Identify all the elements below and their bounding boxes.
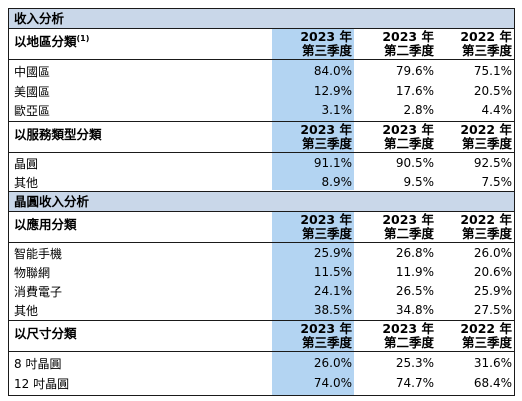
table-row: 其他 38.5% 34.8% 27.5% <box>8 301 515 319</box>
cell-value: 25.9% <box>313 246 352 260</box>
cell-value: 11.5% <box>313 265 352 279</box>
table-row: 其他 8.9% 9.5% 7.5% <box>8 173 515 191</box>
table-row: 物聯網 11.5% 11.9% 20.6% <box>8 263 515 281</box>
table-row: 美國區 12.9% 17.6% 20.5% <box>8 82 515 100</box>
size-header-label: 以尺寸分類 <box>14 326 77 341</box>
table-row: 中國區 84.0% 79.6% 75.1% <box>8 62 515 80</box>
cell-value: 68.4% <box>473 376 512 390</box>
table-row: 歐亞區 3.1% 2.8% 4.4% <box>8 101 515 119</box>
row-label: 其他 <box>14 304 39 318</box>
cell-value: 2.8% <box>403 103 435 117</box>
row-label: 智能手機 <box>14 247 63 261</box>
row-label: 其他 <box>14 176 39 190</box>
section-wafer-revenue-analysis: 晶圓收入分析 <box>8 191 515 211</box>
cell-value: 7.5% <box>481 175 513 189</box>
geo-header-row: 以地區分類(1) 2023 年第三季度 2023 年第二季度 2022 年第三季… <box>8 28 515 60</box>
cell-value: 90.5% <box>395 156 434 170</box>
col-2022-q3: 2022 年第三季度 <box>460 212 512 241</box>
cell-value: 26.0% <box>473 246 512 260</box>
cell-value: 8.9% <box>321 175 353 189</box>
row-label: 美國區 <box>14 85 51 99</box>
cell-value: 31.6% <box>473 356 512 370</box>
table-row: 消費電子 24.1% 26.5% 25.9% <box>8 282 515 300</box>
col-2023-q3: 2023 年第三季度 <box>300 29 352 58</box>
table-row: 智能手機 25.9% 26.8% 26.0% <box>8 244 515 262</box>
cell-value: 4.4% <box>481 103 513 117</box>
cell-value: 26.5% <box>395 284 434 298</box>
size-header-row: 以尺寸分類 2023 年第三季度 2023 年第二季度 2022 年第三季度 <box>8 320 515 352</box>
row-label: 中國區 <box>14 65 51 79</box>
col-2023-q3: 2023 年第三季度 <box>300 122 352 151</box>
table-row: 8 吋晶圓 26.0% 25.3% 31.6% <box>8 354 515 372</box>
cell-value: 91.1% <box>313 156 352 170</box>
cell-value: 27.5% <box>473 303 512 317</box>
cell-value: 84.0% <box>313 64 352 78</box>
cell-value: 24.1% <box>313 284 352 298</box>
cell-value: 20.5% <box>473 84 512 98</box>
cell-value: 38.5% <box>313 303 352 317</box>
col-2022-q3: 2022 年第三季度 <box>460 122 512 151</box>
cell-value: 12.9% <box>313 84 352 98</box>
cell-value: 17.6% <box>395 84 434 98</box>
cell-value: 74.7% <box>395 376 434 390</box>
row-label: 消費電子 <box>14 285 63 299</box>
cell-value: 34.8% <box>395 303 434 317</box>
table-row: 晶圓 91.1% 90.5% 92.5% <box>8 154 515 172</box>
col-2023-q2: 2023 年第二季度 <box>382 212 434 241</box>
cell-value: 79.6% <box>395 64 434 78</box>
cell-value: 75.1% <box>473 64 512 78</box>
highlight-column-geo <box>272 28 354 128</box>
cell-value: 92.5% <box>473 156 512 170</box>
table-row: 12 吋晶圓 74.0% 74.7% 68.4% <box>8 374 515 392</box>
service-header-row: 以服務類型分類 2023 年第三季度 2023 年第二季度 2022 年第三季度 <box>8 121 515 153</box>
section-revenue-analysis: 收入分析 <box>8 8 515 28</box>
application-header-row: 以應用分類 2023 年第三季度 2023 年第二季度 2022 年第三季度 <box>8 211 515 243</box>
service-header-label: 以服務類型分類 <box>14 127 102 142</box>
col-2022-q3: 2022 年第三季度 <box>460 321 512 350</box>
cell-value: 25.3% <box>395 356 434 370</box>
row-label: 12 吋晶圓 <box>14 377 70 391</box>
cell-value: 20.6% <box>473 265 512 279</box>
highlight-column-wafer <box>272 210 354 396</box>
col-2023-q2: 2023 年第二季度 <box>382 321 434 350</box>
cell-value: 74.0% <box>313 376 352 390</box>
highlight-column-service <box>272 128 354 190</box>
row-label: 8 吋晶圓 <box>14 357 62 371</box>
geo-header-label: 以地區分類(1) <box>14 33 90 49</box>
row-label: 歐亞區 <box>14 104 51 118</box>
col-2023-q2: 2023 年第二季度 <box>382 122 434 151</box>
col-2023-q3: 2023 年第三季度 <box>300 321 352 350</box>
cell-value: 11.9% <box>395 265 434 279</box>
col-2022-q3: 2022 年第三季度 <box>460 29 512 58</box>
col-2023-q2: 2023 年第二季度 <box>382 29 434 58</box>
cell-value: 26.8% <box>395 246 434 260</box>
row-label: 物聯網 <box>14 266 51 280</box>
row-label: 晶圓 <box>14 157 39 171</box>
col-2023-q3: 2023 年第三季度 <box>300 212 352 241</box>
cell-value: 25.9% <box>473 284 512 298</box>
application-header-label: 以應用分類 <box>14 217 77 232</box>
cell-value: 3.1% <box>321 103 353 117</box>
cell-value: 26.0% <box>313 356 352 370</box>
cell-value: 9.5% <box>403 175 435 189</box>
